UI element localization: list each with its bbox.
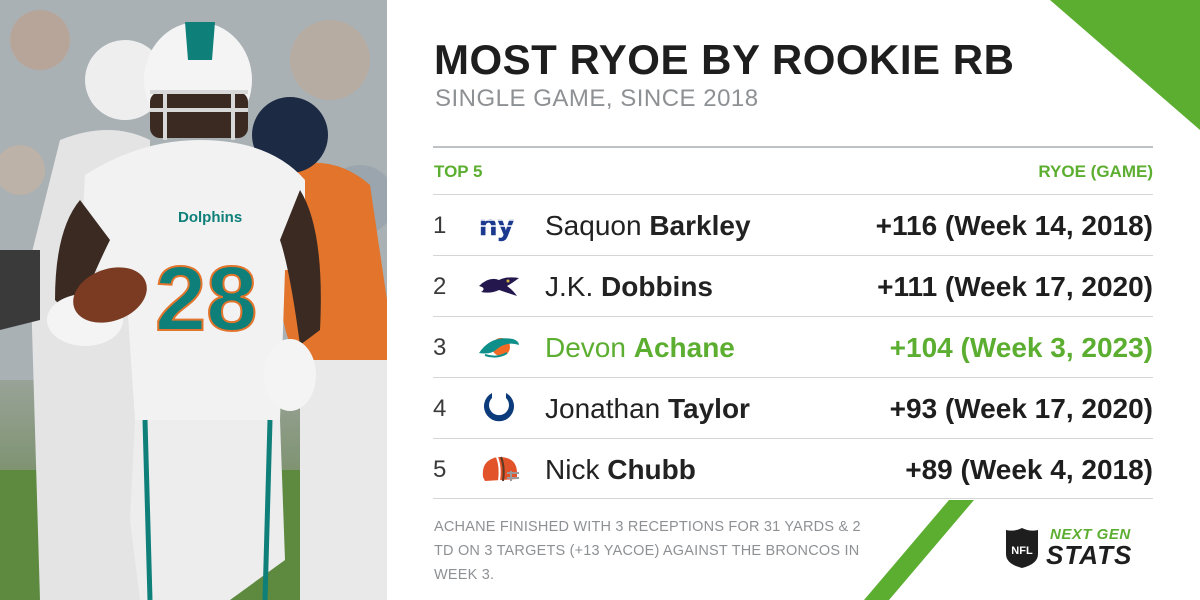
first-name: Nick — [545, 454, 600, 485]
giants-logo-icon: ny — [479, 209, 517, 242]
next-gen-stats-logo: NFL NEXT GEN STATS — [1002, 522, 1162, 572]
first-name: Jonathan — [545, 393, 661, 424]
first-name: Devon — [545, 332, 626, 363]
ryoe-value: +93 (Week 17, 2020) — [889, 393, 1153, 424]
last-name: Chubb — [607, 454, 696, 485]
first-name: Saquon — [545, 210, 642, 241]
table-row-highlight: 3 Devon Achane +104 (Week 3, 2023) — [433, 316, 1153, 378]
table-row: 5 Nick Chubb +89 (Week 4, 2018) — [433, 438, 1153, 500]
player-photo: 28 Dolphins — [0, 0, 387, 600]
player-name: Devon Achane — [545, 317, 735, 378]
last-name: Dobbins — [601, 271, 714, 302]
decorative-slash-top — [1050, 0, 1200, 130]
ryoe-value: +111 (Week 17, 2020) — [877, 271, 1153, 302]
table-row: 1 ny Saquon Barkley +116 (Week 14, 2018) — [433, 194, 1153, 256]
last-name: Barkley — [649, 210, 751, 241]
player-name: Nick Chubb — [545, 439, 696, 500]
jersey-team: Dolphins — [178, 209, 242, 226]
last-name: Achane — [633, 332, 735, 363]
brand-line2: STATS — [1046, 540, 1133, 570]
page-subtitle: SINGLE GAME, SINCE 2018 — [435, 85, 759, 112]
browns-logo-icon — [482, 456, 519, 482]
ryoe-value: +104 (Week 3, 2023) — [889, 332, 1153, 363]
player-name: Jonathan Taylor — [545, 378, 750, 439]
colts-logo-icon — [484, 393, 514, 422]
footnote: ACHANE FINISHED WITH 3 RECEPTIONS FOR 31… — [434, 519, 861, 583]
player-name: J.K. Dobbins — [545, 256, 713, 317]
table-row: 4 Jonathan Taylor +93 (Week 17, 2020) — [433, 377, 1153, 439]
brand-line1: NEXT GEN — [1050, 526, 1131, 543]
ravens-logo-icon — [479, 277, 519, 296]
table-row: 2 J.K. Dobbins +111 (Week 17, 2020) — [433, 255, 1153, 317]
ryoe-value: +116 (Week 14, 2018) — [875, 210, 1153, 241]
row-rank: 5 — [433, 456, 447, 483]
decorative-slash-bottom — [864, 500, 974, 600]
dolphins-logo-icon — [479, 338, 519, 358]
league-text: NFL — [1011, 545, 1033, 557]
player-illustration: 28 Dolphins — [0, 0, 387, 600]
player-name: Saquon Barkley — [545, 195, 751, 256]
row-rank: 1 — [433, 212, 447, 239]
row-rank: 4 — [433, 395, 447, 422]
row-rank: 2 — [433, 273, 447, 300]
table-header-left: TOP 5 — [434, 162, 483, 181]
last-name: Taylor — [668, 393, 750, 424]
first-name: J.K. — [545, 271, 594, 302]
divider — [433, 498, 1153, 499]
ryoe-value: +89 (Week 4, 2018) — [905, 454, 1153, 485]
table-header-right: RYOE (GAME) — [1038, 162, 1153, 181]
page-title: MOST RYOE BY ROOKIE RB — [434, 36, 1015, 83]
jersey-number: 28 — [155, 248, 257, 350]
nfl-shield-icon: NFL — [1006, 528, 1038, 568]
row-rank: 3 — [433, 334, 447, 361]
divider — [433, 146, 1153, 148]
